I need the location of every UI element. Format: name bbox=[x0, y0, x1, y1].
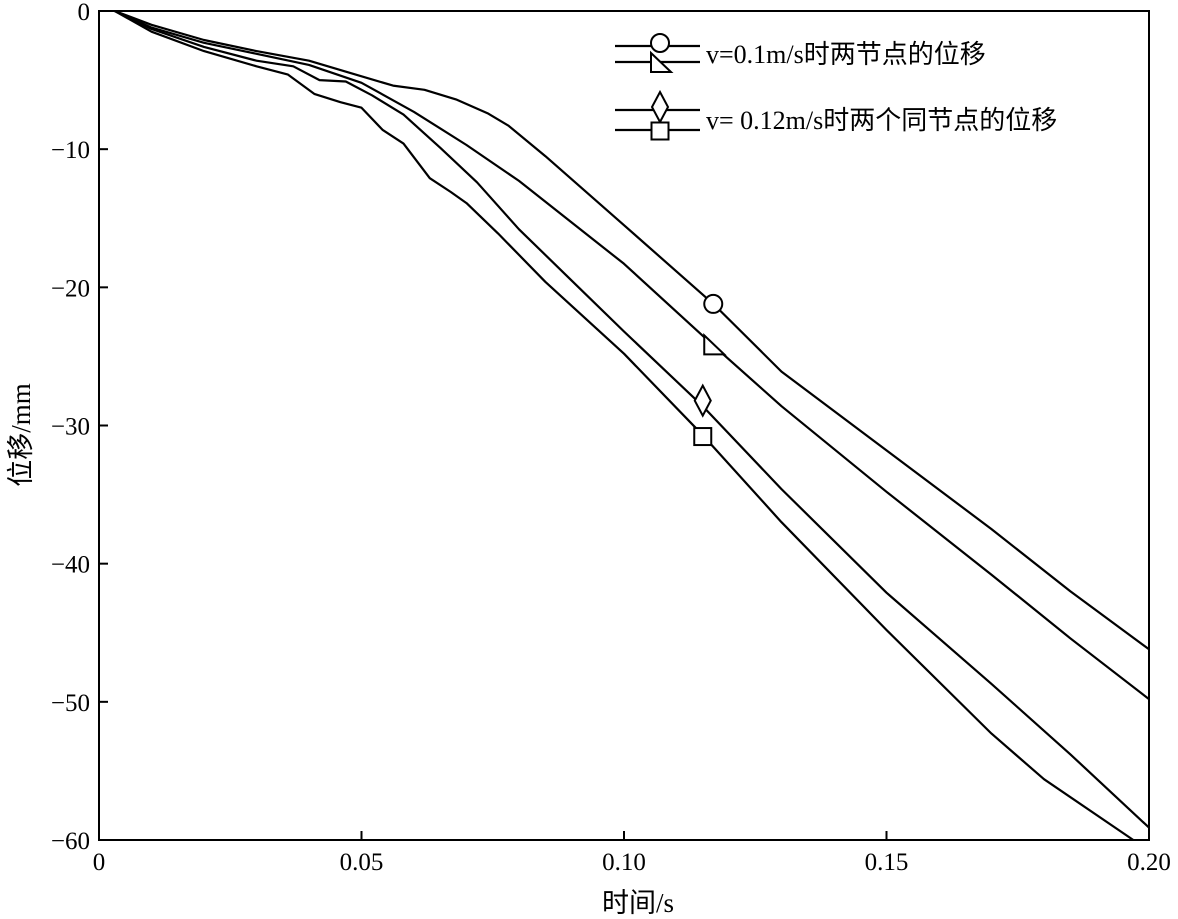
series-line-triangle bbox=[114, 9, 1150, 700]
legend-label: v= 0.12m/s时两个同节点的位移 bbox=[706, 106, 1057, 135]
circle-marker bbox=[703, 293, 724, 314]
x-axis: 0 0.05 0.10 0.15 0.20 bbox=[93, 831, 1171, 876]
legend-triangle-marker bbox=[650, 50, 674, 73]
y-axis: 0 −10 −20 −30 −40 −50 −60 bbox=[51, 0, 108, 855]
x-tick-label: 0.05 bbox=[340, 849, 384, 876]
y-tick-label: −20 bbox=[51, 275, 90, 302]
x-tick-label: 0.10 bbox=[602, 849, 646, 876]
series-line-square bbox=[114, 10, 1134, 841]
y-tick-label: −60 bbox=[51, 828, 90, 855]
y-tick-label: −40 bbox=[51, 552, 90, 579]
legend-square-marker bbox=[650, 121, 670, 141]
legend: v=0.1m/s时两节点的位移 v= 0.12m/s时两个同节点的位移 bbox=[615, 33, 1057, 141]
triangle-marker bbox=[703, 333, 727, 356]
plot-frame bbox=[98, 10, 1150, 841]
y-axis-label: 位移/mm bbox=[6, 383, 36, 487]
diamond-marker bbox=[693, 383, 712, 418]
x-axis-label: 时间/s bbox=[602, 888, 674, 918]
square-marker bbox=[693, 427, 713, 447]
y-tick-label: 0 bbox=[78, 0, 91, 26]
legend-label: v=0.1m/s时两节点的位移 bbox=[706, 40, 986, 69]
y-tick-label: −30 bbox=[51, 414, 90, 441]
x-tick-label: 0.20 bbox=[1127, 849, 1171, 876]
legend-diamond-marker bbox=[650, 89, 670, 125]
series-line-diamond bbox=[114, 10, 1150, 829]
series-line-circle bbox=[114, 9, 1150, 651]
y-tick-label: −50 bbox=[51, 690, 90, 717]
y-tick-label: −10 bbox=[51, 137, 90, 164]
x-tick-label: 0.15 bbox=[865, 849, 909, 876]
series-layer bbox=[114, 9, 1150, 841]
legend-circle-marker bbox=[650, 33, 670, 53]
x-tick-label: 0 bbox=[93, 849, 106, 876]
